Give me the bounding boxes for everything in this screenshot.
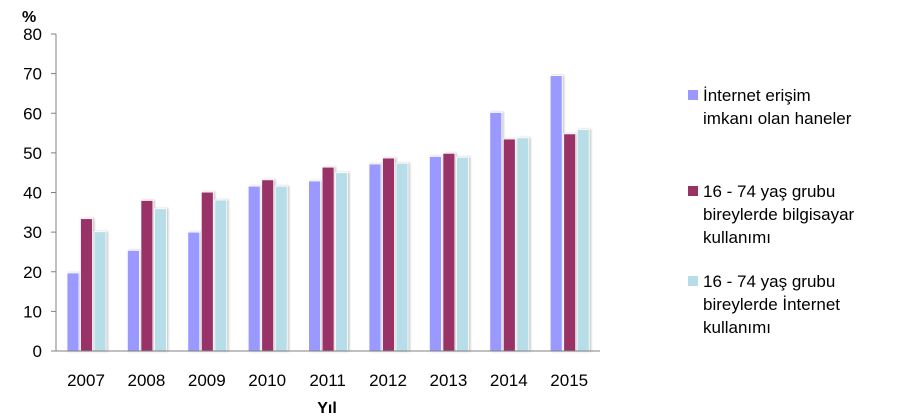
bar bbox=[214, 199, 228, 352]
legend-label: kullanımı bbox=[703, 318, 772, 337]
y-tick-label: 80 bbox=[23, 25, 42, 44]
bar bbox=[274, 185, 288, 352]
bar bbox=[516, 137, 530, 352]
bar bbox=[442, 152, 456, 352]
legend-label: İnternet erişim bbox=[703, 86, 811, 105]
bar bbox=[428, 156, 442, 352]
y-tick-label: 20 bbox=[23, 263, 42, 282]
y-tick-label: 30 bbox=[23, 223, 42, 242]
bar bbox=[153, 208, 167, 352]
bar bbox=[563, 133, 577, 352]
bar bbox=[308, 180, 322, 352]
bar bbox=[489, 112, 503, 352]
legend-swatch bbox=[688, 90, 698, 100]
bar bbox=[200, 191, 214, 352]
y-axis-label: % bbox=[22, 9, 36, 26]
legend-label: kullanımı bbox=[703, 228, 772, 247]
x-tick-label: 2012 bbox=[369, 371, 407, 390]
x-tick-label: 2010 bbox=[248, 371, 286, 390]
legend-swatch bbox=[688, 276, 698, 286]
y-tick-label: 60 bbox=[23, 104, 42, 123]
y-tick-label: 0 bbox=[33, 342, 42, 361]
bar bbox=[140, 200, 154, 352]
y-tick-label: 40 bbox=[23, 184, 42, 203]
x-axis-label: Yıl bbox=[317, 400, 337, 417]
y-tick-label: 70 bbox=[23, 65, 42, 84]
bar bbox=[335, 172, 349, 352]
bar bbox=[382, 157, 395, 352]
legend-label: imkanı olan haneler bbox=[703, 109, 852, 128]
x-tick-label: 2009 bbox=[188, 371, 226, 390]
bar bbox=[80, 218, 93, 352]
bar bbox=[187, 231, 201, 352]
bar bbox=[368, 163, 382, 352]
bar bbox=[455, 156, 469, 352]
legend-label: 16 - 74 yaş grubu bbox=[703, 182, 836, 201]
x-tick-label: 2014 bbox=[490, 371, 528, 390]
x-tick-label: 2015 bbox=[550, 371, 588, 390]
legend-label: bireylerde İnternet bbox=[703, 295, 841, 314]
bar bbox=[66, 272, 80, 352]
y-tick-label: 10 bbox=[23, 302, 42, 321]
legend-label: bireylerde bilgisayar bbox=[703, 205, 855, 224]
bar bbox=[247, 185, 261, 352]
bar bbox=[576, 129, 590, 352]
bar bbox=[261, 179, 275, 352]
bar bbox=[395, 162, 409, 352]
y-tick-label: 50 bbox=[23, 144, 42, 163]
legend-label: 16 - 74 yaş grubu bbox=[703, 272, 836, 291]
x-tick-label: 2013 bbox=[429, 371, 467, 390]
bar bbox=[549, 75, 563, 352]
bar bbox=[321, 166, 335, 352]
bar bbox=[502, 138, 516, 352]
bar bbox=[93, 231, 107, 352]
x-tick-label: 2011 bbox=[309, 371, 346, 390]
bar bbox=[127, 249, 140, 352]
x-tick-label: 2007 bbox=[67, 371, 105, 390]
legend-swatch bbox=[688, 186, 698, 196]
x-tick-label: 2008 bbox=[127, 371, 165, 390]
